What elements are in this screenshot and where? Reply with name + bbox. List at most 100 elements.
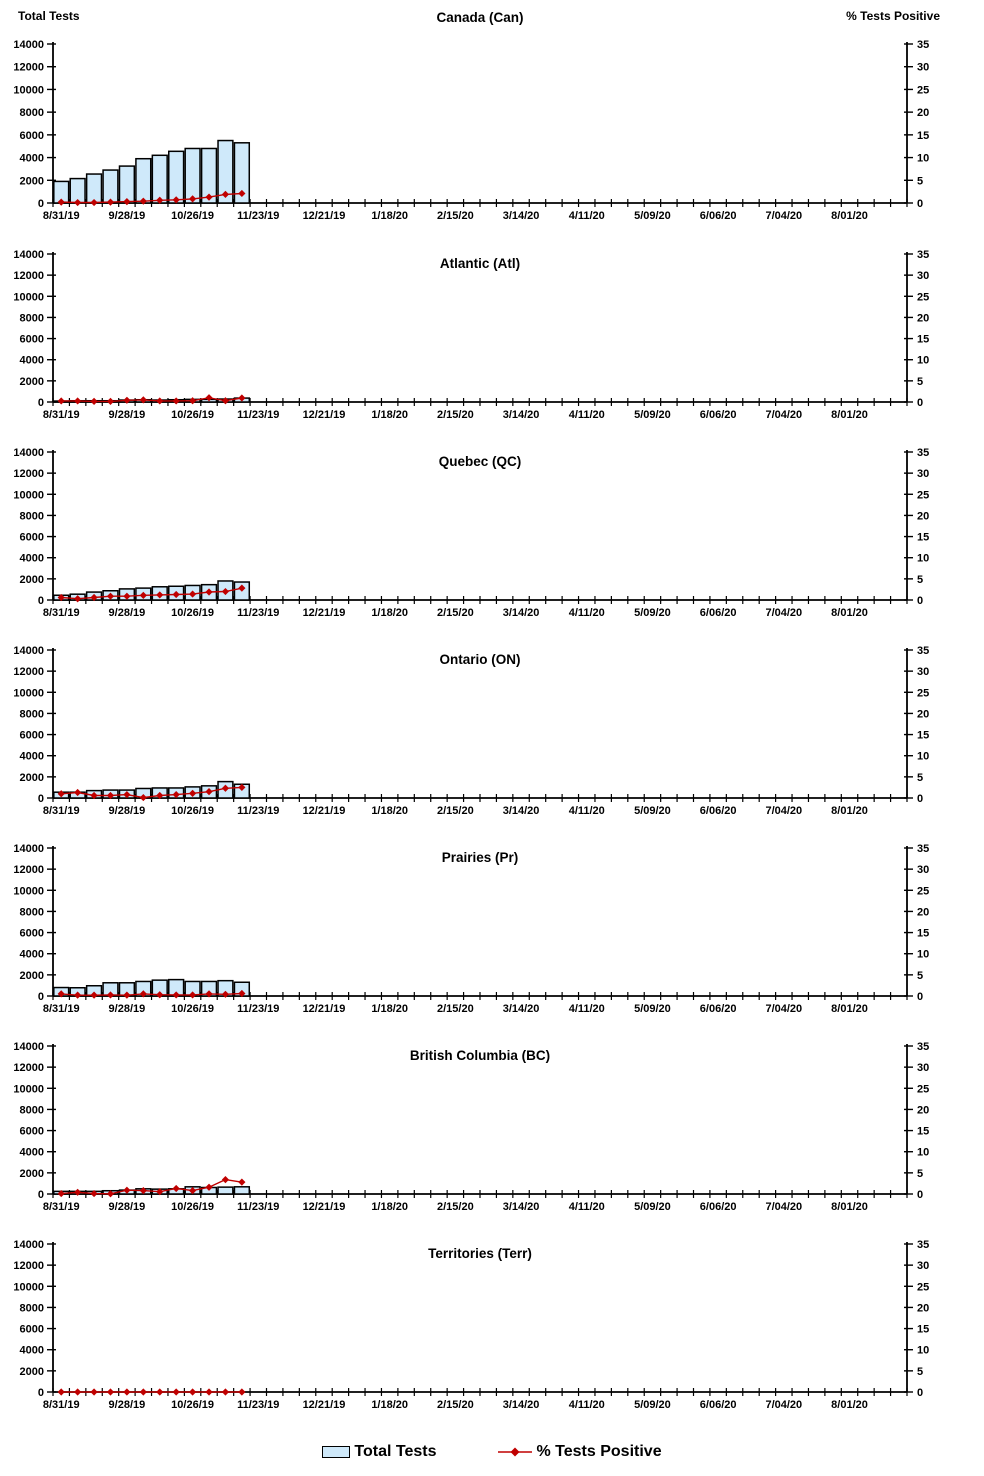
- x-tick-label: 5/09/20: [634, 1201, 671, 1213]
- right-axis-title: % Tests Positive: [846, 9, 940, 23]
- pct-positive-marker: [139, 1388, 147, 1396]
- chart-block-british-columbia: British Columbia (BC) 14000 35 12000 30 10000…: [0, 1032, 984, 1230]
- pct-positive-marker: [188, 397, 197, 405]
- y-tick-label-right: 0: [917, 595, 923, 607]
- chart-svg: British Columbia (BC) 14000 35 12000 30 10000…: [13, 1041, 929, 1213]
- chart-svg: Quebec (QC) 14000 35 12000 30 10000 25 8000 20 60…: [13, 447, 929, 619]
- x-tick-label: 12/21/19: [303, 1003, 346, 1015]
- x-tick-label: 6/06/20: [700, 210, 737, 222]
- pct-positive-marker: [172, 590, 180, 599]
- x-tick-label: 11/23/19: [237, 607, 279, 619]
- pct-positive-marker: [74, 788, 82, 797]
- total-tests-bar-swatch: [322, 1446, 351, 1458]
- pct-positive-marker: [123, 1186, 131, 1194]
- y-tick-label-right: 0: [917, 1387, 923, 1399]
- pct-positive-marker: [74, 198, 82, 207]
- y-tick-label-left: 4000: [20, 949, 44, 961]
- pct-positive-marker: [156, 1188, 164, 1196]
- chart-svg: Atlantic (Atl) 14000 35 12000 30 10000 25 8000 2…: [13, 249, 929, 421]
- y-tick-label-right: 25: [917, 489, 929, 501]
- x-tick-label: 4/11/20: [569, 210, 605, 222]
- total-tests-bar: [217, 1186, 234, 1195]
- y-tick-label-right: 25: [917, 1083, 929, 1095]
- x-tick-label: 8/01/20: [831, 409, 868, 421]
- y-tick-label-left: 2000: [20, 376, 44, 388]
- x-tick-label: 3/14/20: [503, 1399, 540, 1411]
- pct-positive-marker: [139, 591, 147, 599]
- y-tick-label-right: 20: [917, 1302, 929, 1314]
- x-tick-label: 8/01/20: [831, 1399, 868, 1411]
- pct-positive-marker: [90, 991, 98, 999]
- y-tick-label-left: 10000: [13, 84, 44, 96]
- y-tick-label-left: 4000: [20, 1345, 44, 1357]
- x-tick-label: 11/23/19: [237, 210, 279, 222]
- y-tick-label-left: 10000: [13, 885, 44, 897]
- y-tick-label-left: 12000: [13, 270, 44, 282]
- y-tick-label-left: 0: [38, 198, 44, 210]
- x-tick-label: 5/09/20: [634, 1399, 671, 1411]
- y-tick-label-left: 0: [38, 397, 44, 409]
- pct-positive-marker: [57, 397, 65, 405]
- x-tick-label: 12/21/19: [303, 805, 346, 817]
- y-tick-label-right: 5: [917, 772, 923, 784]
- chart-title: Atlantic (Atl): [440, 256, 520, 271]
- pct-positive-marker: [205, 1388, 213, 1396]
- y-tick-label-right: 30: [917, 864, 929, 876]
- legend-pct-positive-label: % Tests Positive: [536, 1443, 662, 1460]
- y-tick-label-right: 30: [917, 270, 929, 282]
- pct-positive-marker: [90, 397, 98, 405]
- pct-positive-marker: [205, 1183, 213, 1191]
- chart-title: Prairies (Pr): [442, 850, 519, 865]
- total-tests-bar: [85, 173, 103, 204]
- chart-block-atlantic: Atlantic (Atl) 14000 35 12000 30 10000 25 8000 2…: [0, 240, 984, 438]
- y-tick-label-right: 20: [917, 708, 929, 720]
- total-tests-bar: [102, 169, 119, 204]
- y-tick-label-right: 30: [917, 468, 929, 480]
- chart-title: Canada (Can): [436, 10, 523, 25]
- y-tick-label-right: 15: [917, 730, 929, 742]
- x-tick-label: 11/23/19: [237, 1201, 279, 1213]
- x-tick-label: 12/21/19: [303, 607, 346, 619]
- pct-positive-marker: [205, 193, 213, 201]
- pct-positive-marker: [221, 397, 230, 405]
- y-tick-label-right: 15: [917, 1126, 929, 1138]
- x-tick-label: 8/31/19: [43, 1003, 80, 1015]
- pct-positive-marker: [123, 791, 131, 799]
- total-tests-bar: [168, 150, 185, 204]
- y-tick-label-right: 30: [917, 1260, 929, 1272]
- y-tick-label-left: 12000: [13, 468, 44, 480]
- y-tick-label-left: 8000: [20, 1302, 44, 1314]
- x-tick-label: 11/23/19: [237, 1399, 279, 1411]
- y-tick-label-left: 12000: [13, 666, 44, 678]
- y-tick-label-right: 0: [917, 793, 923, 805]
- y-tick-label-left: 2000: [20, 970, 44, 982]
- y-tick-label-left: 4000: [20, 751, 44, 763]
- y-tick-label-left: 14000: [13, 843, 44, 855]
- x-tick-label: 9/28/19: [109, 1201, 146, 1213]
- pct-positive-marker: [238, 189, 246, 198]
- x-tick-label: 6/06/20: [700, 1003, 737, 1015]
- y-tick-label-right: 10: [917, 1345, 929, 1357]
- y-tick-label-right: 35: [917, 447, 929, 459]
- y-tick-label-right: 5: [917, 970, 923, 982]
- x-tick-label: 7/04/20: [765, 1003, 802, 1015]
- pct-positive-marker: [74, 1388, 82, 1396]
- pct-positive-marker: [139, 1187, 147, 1195]
- y-tick-label-right: 15: [917, 928, 929, 940]
- x-tick-label: 3/14/20: [503, 409, 540, 421]
- y-tick-label-left: 12000: [13, 62, 44, 74]
- y-tick-label-right: 0: [917, 397, 923, 409]
- y-tick-label-right: 15: [917, 334, 929, 346]
- x-tick-label: 5/09/20: [634, 607, 671, 619]
- pct-positive-marker: [57, 198, 65, 206]
- x-tick-label: 6/06/20: [700, 805, 737, 817]
- pct-positive-marker: [90, 791, 98, 800]
- y-tick-label-left: 14000: [13, 39, 44, 51]
- y-tick-label-right: 25: [917, 1281, 929, 1293]
- y-tick-label-left: 12000: [13, 864, 44, 876]
- y-tick-label-left: 0: [38, 1189, 44, 1201]
- x-tick-label: 12/21/19: [303, 1399, 346, 1411]
- pct-positive-marker: [106, 198, 115, 206]
- y-tick-label-right: 0: [917, 198, 923, 210]
- y-tick-label-left: 6000: [20, 730, 44, 742]
